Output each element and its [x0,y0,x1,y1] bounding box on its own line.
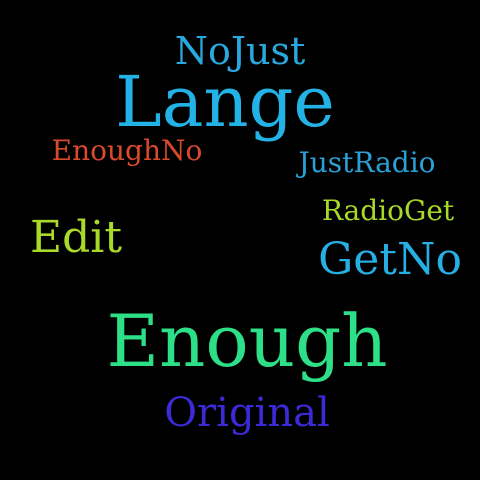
word-enoughno: EnoughNo [51,134,203,167]
word-lange: Lange [115,61,335,143]
word-enough: Enough [106,299,388,383]
word-getno: GetNo [318,234,462,285]
word-radioget: RadioGet [321,194,455,227]
word-original: Original [164,390,330,436]
word-edit: Edit [29,212,123,263]
word-justradio: JustRadio [298,146,436,179]
word-nojust: NoJust [174,29,306,73]
